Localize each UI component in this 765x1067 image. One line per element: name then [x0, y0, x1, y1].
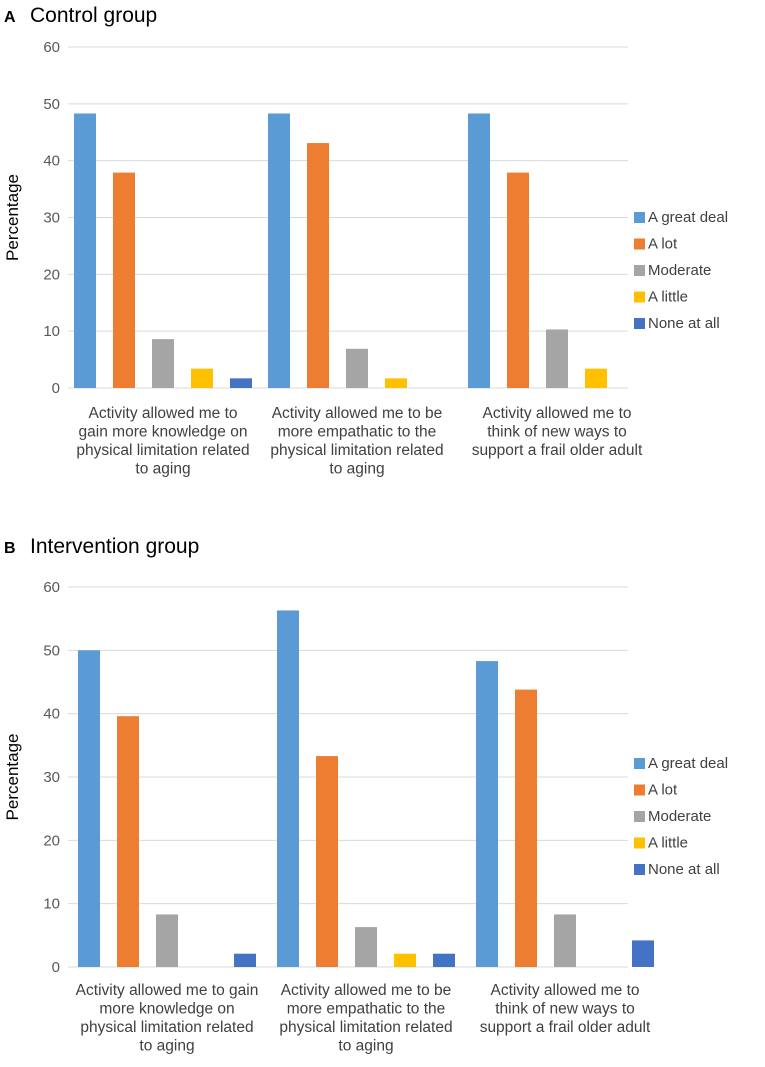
bar: [277, 610, 299, 967]
bar: [307, 143, 329, 388]
bar: [585, 368, 607, 388]
y-tick-label: 10: [43, 896, 60, 913]
category-label: support a frail older adult: [480, 1019, 651, 1036]
legend-entry: A little: [648, 835, 688, 852]
legend-swatch: [634, 318, 645, 329]
category-label: Activity allowed me to: [482, 405, 631, 422]
bar: [78, 650, 100, 967]
panel-letter: A: [4, 9, 16, 26]
category-label: to aging: [338, 1038, 393, 1055]
legend-entry: A great deal: [648, 755, 728, 772]
category-label: to aging: [139, 1038, 194, 1055]
y-tick-label: 20: [43, 832, 60, 849]
bar: [394, 953, 416, 967]
legend-entry: None at all: [648, 861, 720, 878]
legend-swatch: [634, 758, 645, 769]
category-label: support a frail older adult: [472, 442, 643, 459]
bar: [234, 953, 256, 967]
bar: [156, 914, 178, 967]
category-label: Activity allowed me to gain: [76, 982, 259, 999]
chart-title: Control group: [30, 4, 157, 27]
bar: [546, 329, 568, 388]
bar: [507, 172, 529, 388]
y-tick-label: 40: [43, 706, 60, 723]
category-label: physical limitation related: [279, 1019, 452, 1036]
legend-entry: Moderate: [648, 262, 711, 279]
bar: [468, 113, 490, 389]
category-label: physical limitation related: [76, 442, 249, 459]
legend-entry: A little: [648, 289, 688, 306]
legend-swatch: [634, 811, 645, 822]
legend-swatch: [634, 291, 645, 303]
bar: [152, 339, 174, 388]
bar: [346, 348, 368, 388]
legend-entry: None at all: [648, 315, 720, 332]
legend-entry: Moderate: [648, 808, 711, 825]
category-label: Activity allowed me to: [88, 405, 237, 422]
y-tick-label: 30: [43, 210, 60, 227]
legend-swatch: [634, 238, 645, 250]
category-label: more knowledge on: [99, 1001, 234, 1018]
y-tick-label: 30: [43, 769, 60, 786]
y-axis-label: Percentage: [3, 174, 22, 261]
y-tick-label: 50: [43, 96, 60, 113]
bar: [316, 756, 338, 967]
y-tick-label: 60: [43, 39, 60, 56]
y-tick-label: 50: [43, 642, 60, 659]
category-label: physical limitation related: [270, 442, 443, 459]
y-tick-label: 40: [43, 153, 60, 170]
category-label: to aging: [329, 461, 384, 478]
bar: [433, 953, 455, 967]
bar: [385, 378, 407, 388]
legend-entry: A lot: [648, 236, 678, 253]
legend-entry: A great deal: [648, 209, 728, 226]
bar: [554, 914, 576, 967]
bar: [268, 113, 290, 389]
category-label: physical limitation related: [80, 1019, 253, 1036]
legend-swatch: [634, 784, 645, 796]
y-axis-label: Percentage: [3, 734, 22, 821]
legend-swatch: [634, 864, 645, 875]
bar: [632, 940, 654, 967]
category-label: Activity allowed me to: [490, 982, 639, 999]
chart-panel-A: A Control group 0 10 20 30 40 50 60 Percentage Act…: [3, 4, 728, 478]
bar: [191, 368, 213, 388]
chart-panel-B: B Intervention group 0 10 20 30 40 50 60 Percenta…: [3, 535, 728, 1055]
panel-letter: B: [4, 540, 16, 557]
legend-swatch: [634, 212, 645, 223]
category-label: Activity allowed me to be: [272, 405, 443, 422]
y-tick-label: 20: [43, 266, 60, 283]
chart-title: Intervention group: [30, 535, 199, 558]
bar: [515, 689, 537, 967]
category-label: think of new ways to: [495, 1001, 635, 1018]
legend-swatch: [634, 837, 645, 849]
y-tick-label: 0: [52, 380, 60, 397]
legend-entry: A lot: [648, 782, 678, 799]
category-label: think of new ways to: [487, 424, 627, 441]
bar: [113, 172, 135, 388]
category-label: more empathatic to the: [278, 424, 437, 441]
category-label: Activity allowed me to be: [281, 982, 452, 999]
bar: [230, 378, 252, 388]
category-label: to aging: [135, 461, 190, 478]
y-tick-label: 60: [43, 579, 60, 596]
y-tick-label: 10: [43, 323, 60, 340]
bar: [476, 661, 498, 967]
category-label: gain more knowledge on: [79, 424, 248, 441]
category-label: more empathatic to the: [287, 1001, 446, 1018]
y-tick-label: 0: [52, 959, 60, 976]
bar: [74, 113, 96, 389]
bar: [117, 716, 139, 967]
bar: [355, 927, 377, 967]
legend-swatch: [634, 265, 645, 276]
